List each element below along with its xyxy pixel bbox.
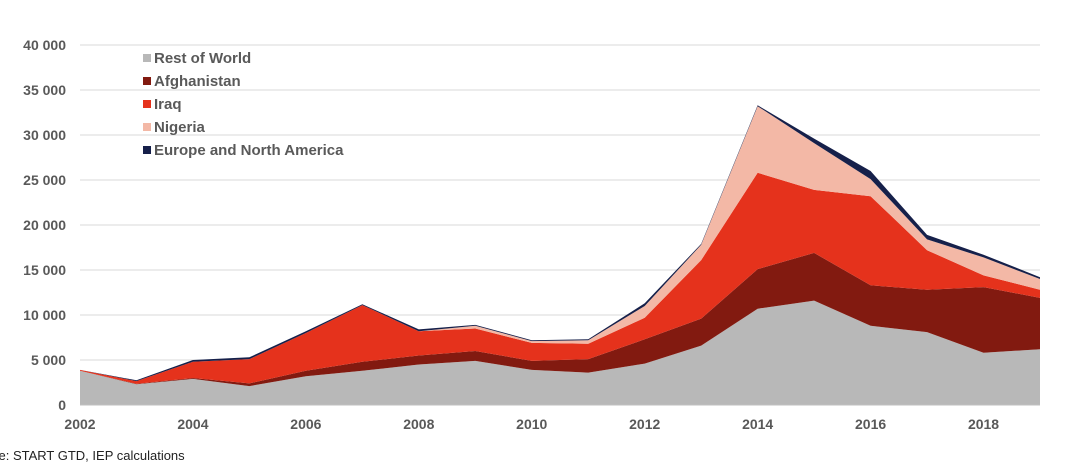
legend-swatch bbox=[143, 100, 151, 108]
gridlines bbox=[80, 44, 1040, 361]
x-tick-label: 2010 bbox=[516, 416, 547, 432]
y-tick-label: 40 000 bbox=[23, 37, 66, 53]
axes: 0 5 000 10 000 15 000 20 000 25 000 30 000 35 0… bbox=[23, 37, 1040, 432]
legend-label: Europe and North America bbox=[154, 142, 344, 159]
legend: Rest of World Afghanistan Iraq Nigeria Europ… bbox=[143, 50, 344, 159]
series-areas bbox=[80, 105, 1040, 405]
legend-swatch bbox=[143, 123, 151, 131]
y-tick-label: 20 000 bbox=[23, 217, 66, 233]
legend-label: Rest of World bbox=[154, 50, 251, 67]
y-tick-label: 35 000 bbox=[23, 82, 66, 98]
x-tick-label: 2012 bbox=[629, 416, 660, 432]
legend-swatch bbox=[143, 146, 151, 154]
source-note: ce: START GTD, IEP calculations bbox=[0, 448, 185, 463]
y-tick-label: 25 000 bbox=[23, 172, 66, 188]
x-tick-label: 2002 bbox=[64, 416, 95, 432]
area-afghanistan bbox=[80, 252, 1040, 387]
x-tick-label: 2016 bbox=[855, 416, 886, 432]
legend-label: Iraq bbox=[154, 96, 182, 113]
legend-swatch bbox=[143, 54, 151, 62]
x-tick-label: 2018 bbox=[968, 416, 999, 432]
area-nigeria bbox=[80, 106, 1040, 382]
x-tick-label: 2004 bbox=[177, 416, 208, 432]
legend-swatch bbox=[143, 77, 151, 85]
y-tick-label: 0 bbox=[58, 397, 66, 413]
area-iraq bbox=[80, 172, 1040, 384]
y-tick-label: 15 000 bbox=[23, 262, 66, 278]
y-tick-label: 30 000 bbox=[23, 127, 66, 143]
x-tick-label: 2006 bbox=[290, 416, 321, 432]
x-tick-label: 2008 bbox=[403, 416, 434, 432]
area-rest-of-world bbox=[80, 300, 1040, 405]
legend-label: Nigeria bbox=[154, 119, 206, 136]
legend-label: Afghanistan bbox=[154, 73, 241, 90]
x-tick-label: 2014 bbox=[742, 416, 773, 432]
y-tick-label: 5 000 bbox=[31, 352, 66, 368]
y-tick-label: 10 000 bbox=[23, 307, 66, 323]
